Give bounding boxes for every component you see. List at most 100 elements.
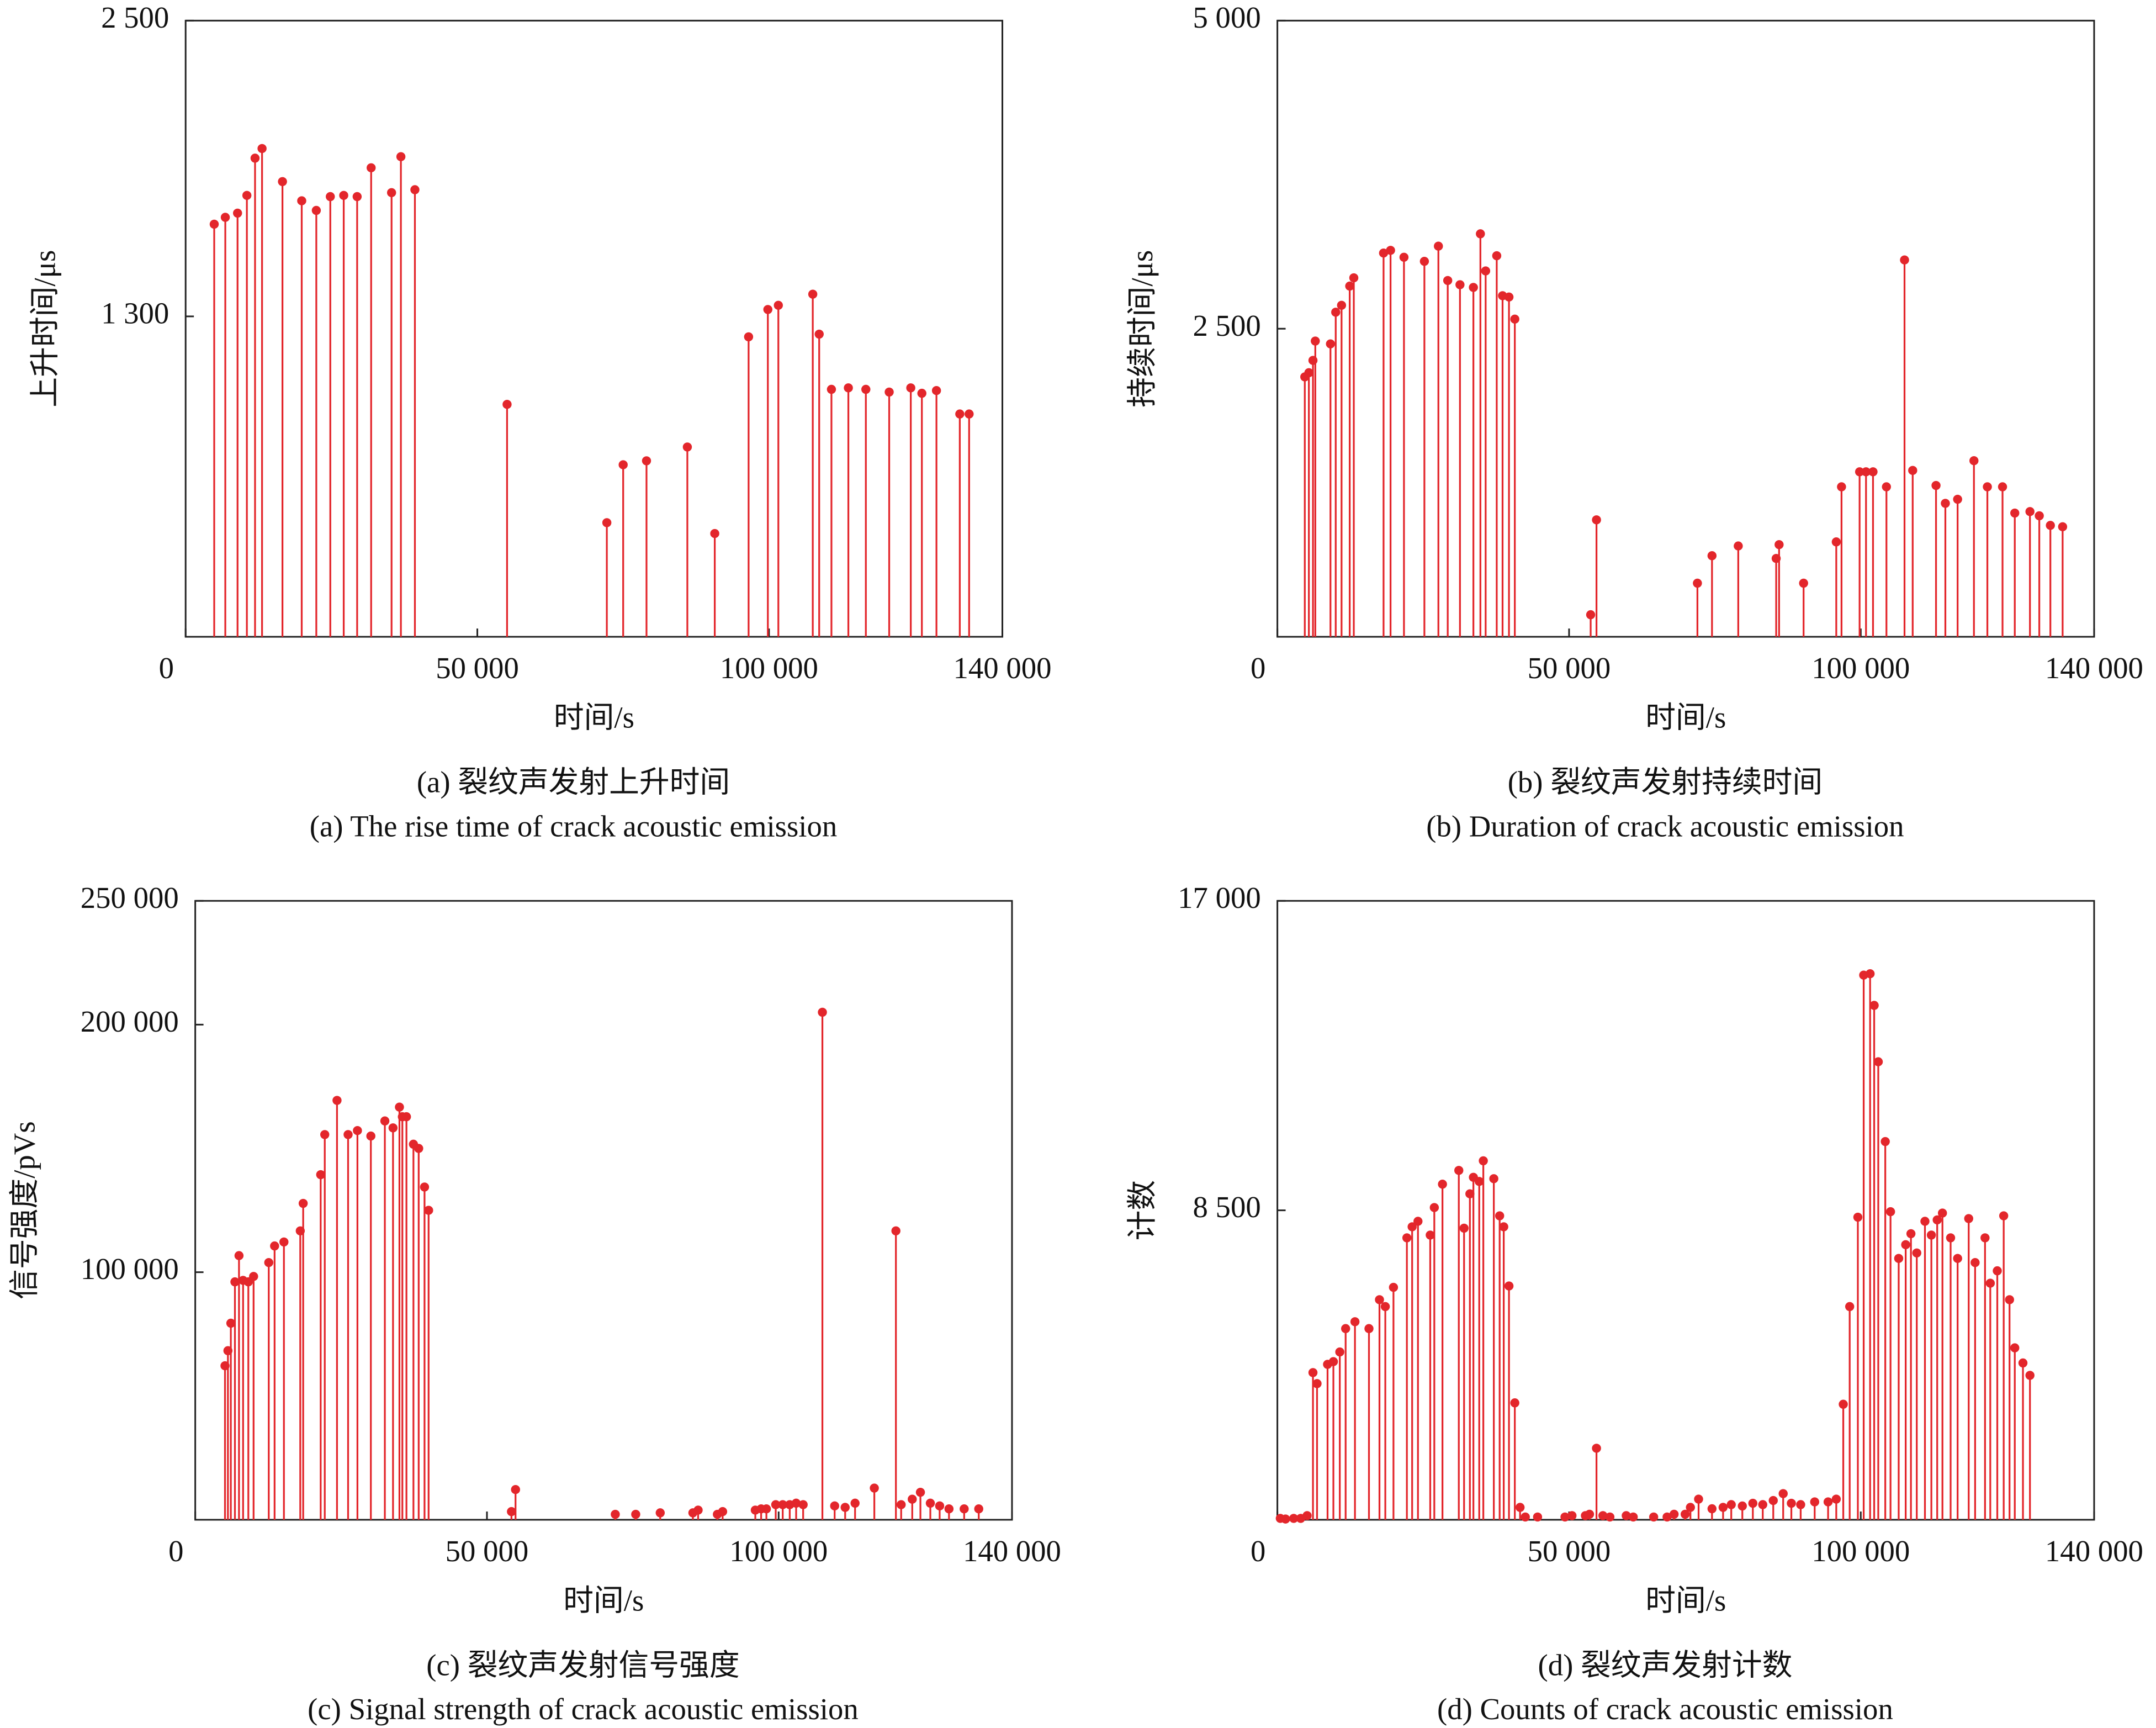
stem-marker bbox=[682, 442, 692, 452]
stem-marker bbox=[401, 1112, 411, 1122]
stem-marker bbox=[917, 388, 926, 398]
x-axis-label: 时间/s bbox=[1645, 701, 1726, 734]
y-tick-label: 5 000 bbox=[1193, 1, 1260, 34]
stem-marker bbox=[264, 1257, 273, 1267]
stem-marker bbox=[1837, 482, 1846, 492]
x-axis-label: 时间/s bbox=[554, 701, 634, 734]
stem-marker bbox=[1328, 1357, 1338, 1366]
stem-marker bbox=[279, 1237, 289, 1247]
stem-marker bbox=[1985, 1278, 1995, 1288]
stem-marker bbox=[209, 219, 219, 229]
stem-marker bbox=[808, 289, 818, 299]
stem-marker bbox=[1964, 1214, 1973, 1223]
stem-marker bbox=[1726, 1500, 1736, 1509]
stem-marker bbox=[1758, 1500, 1767, 1509]
stem-marker bbox=[1796, 1500, 1805, 1509]
stem-marker bbox=[257, 144, 267, 154]
stem-marker bbox=[1281, 1514, 1290, 1524]
stem-marker bbox=[1302, 1511, 1312, 1520]
stem-marker bbox=[1839, 1399, 1848, 1409]
stem-marker bbox=[1465, 1189, 1475, 1198]
stem-marker bbox=[316, 1170, 326, 1180]
chart-panel: 0 50 000 100 000 140 000 8 500 17 000 时间/s 计数 (d… bbox=[1125, 881, 2143, 1726]
stem-marker bbox=[1459, 1223, 1469, 1233]
stem-marker bbox=[1481, 266, 1491, 276]
caption-en: (c) Signal strength of crack acoustic em… bbox=[308, 1692, 859, 1726]
stem-marker bbox=[1912, 1248, 1921, 1258]
stem-marker bbox=[1510, 314, 1519, 324]
stem-marker bbox=[1946, 1233, 1956, 1243]
stem-marker bbox=[2058, 522, 2068, 532]
stem-marker bbox=[1861, 467, 1871, 477]
stem-marker bbox=[870, 1483, 879, 1493]
stem-marker bbox=[1873, 1057, 1883, 1066]
caption: (c) 裂纹声发射信号强度 bbox=[426, 1648, 739, 1682]
stem-marker bbox=[353, 1126, 362, 1135]
stem-marker bbox=[2035, 511, 2044, 521]
stem-marker bbox=[2010, 508, 2020, 518]
stem-marker bbox=[278, 177, 287, 187]
stem-marker bbox=[1510, 1398, 1519, 1408]
stem-marker bbox=[1499, 1222, 1508, 1232]
stem-marker bbox=[763, 305, 772, 314]
stem-marker bbox=[1312, 1379, 1322, 1388]
stem-marker bbox=[367, 163, 376, 173]
x-axis-label: 时间/s bbox=[563, 1583, 644, 1617]
stem-marker bbox=[320, 1130, 330, 1139]
stem-marker bbox=[1865, 969, 1875, 979]
stem-marker bbox=[611, 1509, 620, 1519]
stem-marker bbox=[1983, 482, 1992, 492]
y-axis-label: 计数 bbox=[1125, 1180, 1159, 1241]
stem-marker bbox=[1375, 1295, 1384, 1304]
stem-marker bbox=[332, 1096, 342, 1105]
stem-marker bbox=[1326, 339, 1335, 348]
stem-marker bbox=[1585, 1509, 1595, 1519]
stem-marker bbox=[2005, 1295, 2014, 1304]
stem-marker bbox=[1810, 1497, 1820, 1507]
stem-marker bbox=[1386, 246, 1395, 255]
stem-marker bbox=[1869, 1001, 1879, 1010]
stem-marker bbox=[1901, 1240, 1910, 1250]
stem-marker bbox=[1515, 1503, 1525, 1512]
y-tick-label: 100 000 bbox=[81, 1252, 179, 1286]
caption: (d) 裂纹声发射计数 bbox=[1538, 1648, 1792, 1682]
stem-marker bbox=[352, 192, 362, 202]
stem-marker bbox=[761, 1504, 771, 1514]
stem-marker bbox=[1419, 256, 1429, 266]
stem-marker bbox=[718, 1507, 728, 1516]
stem-marker bbox=[1492, 251, 1502, 261]
stem-marker bbox=[1707, 551, 1717, 561]
stem-marker bbox=[778, 1500, 787, 1509]
stem-marker bbox=[1455, 280, 1465, 289]
stem-marker bbox=[1345, 281, 1354, 291]
stem-marker bbox=[1495, 1211, 1505, 1220]
stem-marker bbox=[1669, 1509, 1679, 1519]
stem-marker bbox=[827, 384, 836, 394]
plot-frame bbox=[1276, 900, 2095, 1521]
stem-marker bbox=[1335, 1347, 1344, 1357]
stem-marker bbox=[1980, 1233, 1990, 1243]
stem-marker bbox=[326, 192, 335, 202]
stem-marker bbox=[2018, 1358, 2028, 1368]
stem-marker bbox=[925, 1498, 935, 1508]
stem-marker bbox=[1592, 515, 1601, 525]
stem-marker bbox=[1489, 1174, 1498, 1183]
stem-marker bbox=[1931, 480, 1941, 490]
stem-marker bbox=[1734, 541, 1743, 551]
x-tick-label: 140 000 bbox=[963, 1534, 1061, 1568]
y-tick-label: 17 000 bbox=[1178, 881, 1261, 915]
stem-marker bbox=[1693, 578, 1702, 588]
stem-marker bbox=[618, 460, 628, 469]
stem-marker bbox=[1289, 1514, 1299, 1523]
stem-marker bbox=[1999, 1211, 2009, 1220]
stem-marker bbox=[1350, 1317, 1360, 1327]
stem-marker bbox=[602, 518, 612, 527]
x-tick-label: 140 000 bbox=[953, 651, 1052, 685]
stem-marker bbox=[1932, 1215, 1942, 1225]
stem-marker bbox=[1845, 1302, 1855, 1312]
stem-marker bbox=[906, 383, 915, 393]
x-tick-label: 100 000 bbox=[1811, 651, 1910, 685]
x-tick-label: 0 bbox=[1251, 1534, 1265, 1568]
